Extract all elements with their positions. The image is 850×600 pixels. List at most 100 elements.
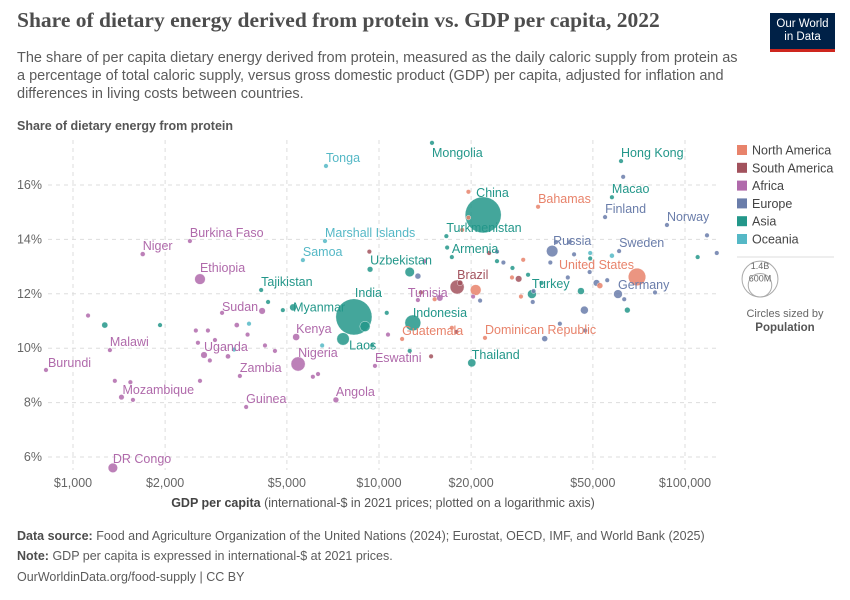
data-point[interactable] <box>494 249 500 255</box>
data-point[interactable] <box>234 322 240 328</box>
point-china[interactable] <box>464 196 502 234</box>
data-point[interactable] <box>384 310 390 316</box>
point-label[interactable]: Tonga <box>326 151 360 165</box>
point-label[interactable]: Hong Kong <box>621 146 684 160</box>
point-label[interactable]: DR Congo <box>113 452 171 466</box>
point-label[interactable]: Norway <box>667 210 710 224</box>
point-label[interactable]: Mongolia <box>432 146 483 160</box>
data-point[interactable] <box>407 348 413 354</box>
point-burkina-faso[interactable] <box>187 238 193 244</box>
point-tajikistan[interactable] <box>258 287 264 293</box>
data-point[interactable] <box>509 274 515 280</box>
point-norway[interactable] <box>664 222 670 228</box>
data-point[interactable] <box>515 275 523 283</box>
point-label[interactable]: Uzbekistan <box>370 253 432 267</box>
point-united-states[interactable] <box>628 267 646 286</box>
data-point[interactable] <box>428 353 434 359</box>
point-label[interactable]: United States <box>559 258 634 272</box>
data-point[interactable] <box>444 245 450 251</box>
data-point[interactable] <box>582 328 588 334</box>
point-mozambique[interactable] <box>118 394 125 401</box>
data-point[interactable] <box>620 174 626 180</box>
data-point[interactable] <box>531 288 537 294</box>
data-point[interactable] <box>494 258 500 264</box>
data-point[interactable] <box>336 332 350 346</box>
point-label[interactable]: Niger <box>143 239 173 253</box>
data-point[interactable] <box>652 289 658 295</box>
data-point[interactable] <box>231 347 237 353</box>
point-guatemala[interactable] <box>399 336 405 342</box>
data-point[interactable] <box>539 280 545 286</box>
point-indonesia[interactable] <box>404 314 422 332</box>
data-point[interactable] <box>580 305 589 315</box>
point-label[interactable]: Bahamas <box>538 192 591 206</box>
point-label[interactable]: Burundi <box>48 356 91 370</box>
data-point[interactable] <box>197 378 203 384</box>
data-point[interactable] <box>596 282 604 289</box>
point-malawi[interactable] <box>107 347 113 353</box>
data-point[interactable] <box>265 299 271 305</box>
point-mongolia[interactable] <box>429 140 435 146</box>
data-point[interactable] <box>624 307 631 314</box>
data-point[interactable] <box>315 371 321 377</box>
legend-item-asia[interactable]: Asia <box>737 215 776 229</box>
point-label[interactable]: Armenia <box>452 242 499 256</box>
data-point[interactable] <box>449 325 455 331</box>
data-point[interactable] <box>157 322 163 328</box>
data-point[interactable] <box>366 249 372 255</box>
point-burundi[interactable] <box>43 367 49 373</box>
point-label[interactable]: Guatemala <box>402 324 463 338</box>
data-point[interactable] <box>547 260 553 266</box>
point-label[interactable]: Kenya <box>296 322 331 336</box>
data-point[interactable] <box>577 287 585 295</box>
data-point[interactable] <box>609 253 615 259</box>
data-point[interactable] <box>212 337 218 343</box>
data-point[interactable] <box>565 274 571 280</box>
data-point[interactable] <box>207 357 213 363</box>
data-point[interactable] <box>486 250 492 256</box>
data-point[interactable] <box>553 239 559 245</box>
data-point[interactable] <box>695 254 701 260</box>
legend-item-europe[interactable]: Europe <box>737 197 792 211</box>
source-url-link[interactable]: OurWorldinData.org/food-supply | CC BY <box>17 570 245 584</box>
point-kenya[interactable] <box>292 333 300 341</box>
point-label[interactable]: India <box>355 286 382 300</box>
point-hong-kong[interactable] <box>618 158 624 164</box>
point-label[interactable]: Finland <box>605 202 646 216</box>
point-germany[interactable] <box>613 289 623 299</box>
point-label[interactable]: Sweden <box>619 236 664 250</box>
point-label[interactable]: Guinea <box>246 392 286 406</box>
data-point[interactable] <box>453 329 459 335</box>
owid-logo[interactable]: Our World in Data <box>770 13 835 52</box>
point-label[interactable]: Zambia <box>240 361 282 375</box>
data-point[interactable] <box>714 250 720 256</box>
point-label[interactable]: Marshall Islands <box>325 226 415 240</box>
data-point[interactable] <box>520 257 526 263</box>
point-label[interactable]: Tunisia <box>408 286 448 300</box>
point-tonga[interactable] <box>323 163 329 169</box>
data-point[interactable] <box>530 299 536 305</box>
point-label[interactable]: Russia <box>553 234 591 248</box>
point-guinea[interactable] <box>243 404 249 410</box>
data-point[interactable] <box>477 298 483 304</box>
data-point[interactable] <box>500 260 506 266</box>
data-point[interactable] <box>205 328 211 334</box>
data-point[interactable] <box>459 227 465 233</box>
data-point[interactable] <box>704 232 710 238</box>
data-point[interactable] <box>112 378 118 384</box>
point-marshall-islands[interactable] <box>322 238 328 244</box>
data-point[interactable] <box>127 379 133 385</box>
point-label[interactable]: Turkey <box>532 277 570 291</box>
data-point[interactable] <box>571 251 577 257</box>
data-point[interactable] <box>621 296 627 302</box>
point-label[interactable]: Macao <box>612 182 650 196</box>
point-label[interactable]: Burkina Faso <box>190 226 264 240</box>
point-label[interactable]: Samoa <box>303 245 343 259</box>
point-ethiopia[interactable] <box>194 273 206 285</box>
point-label[interactable]: Dominican Republic <box>485 323 596 337</box>
point-label[interactable]: Uganda <box>204 340 248 354</box>
point-label[interactable]: Tajikistan <box>261 275 312 289</box>
point-angola[interactable] <box>332 396 339 403</box>
data-point[interactable] <box>225 353 231 360</box>
data-point[interactable] <box>557 321 563 327</box>
